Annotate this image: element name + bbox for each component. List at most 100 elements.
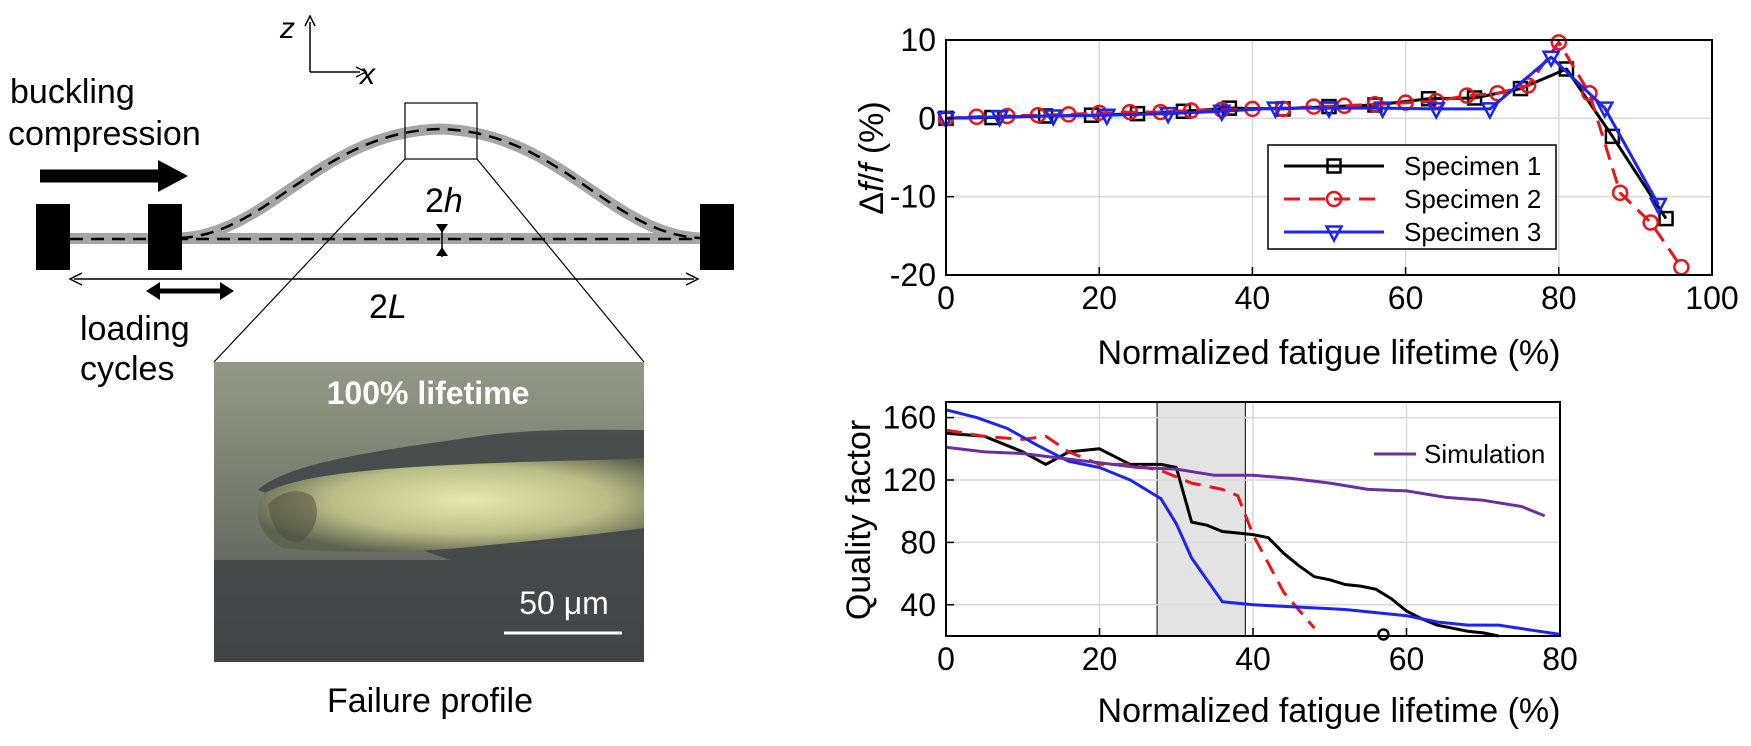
buckling-label-line1: buckling bbox=[10, 73, 135, 111]
chart1-xtick-label: 100 bbox=[1685, 280, 1738, 316]
zoom-box bbox=[404, 102, 478, 160]
chart1-xtick-label: 20 bbox=[1081, 280, 1117, 316]
chart1-ytick-label: 10 bbox=[900, 22, 936, 58]
chart1-ylabel-unit: (%) bbox=[853, 101, 891, 163]
chart1-legend-marker-3 bbox=[1324, 225, 1344, 244]
chart1-legend-marker-1 bbox=[1326, 158, 1342, 174]
chart1-series-1-point bbox=[1658, 210, 1674, 227]
quality-factor-chart: 0 20 40 60 80 160 120 80 40 Quality factor Norma… bbox=[840, 400, 1578, 730]
chart1-ytick-label: -10 bbox=[890, 179, 936, 215]
right-clamp bbox=[700, 204, 734, 270]
chart1-series-3-point bbox=[1648, 197, 1668, 216]
left-outer-clamp bbox=[36, 204, 70, 270]
chart1-series-3-point bbox=[1319, 101, 1339, 120]
chart2-series-2-line bbox=[945, 428, 1316, 630]
micrograph-overlay-label: 100% lifetime bbox=[327, 375, 530, 411]
schematic: z x buckling compression 2h 2L bbox=[8, 12, 734, 720]
chart2-xtick-label: 40 bbox=[1235, 641, 1271, 677]
loading-arrow-right-icon bbox=[220, 282, 234, 300]
chart1-series-2-point bbox=[1489, 85, 1506, 102]
span-label-num: 2 bbox=[369, 288, 388, 326]
chart1-series-3-point bbox=[1097, 108, 1117, 127]
axis-z-label: z bbox=[279, 12, 295, 45]
x-arrowhead-icon bbox=[355, 66, 368, 78]
chart1-frame bbox=[945, 39, 1713, 276]
micrograph-fracture bbox=[257, 458, 644, 552]
height-label: 2h bbox=[425, 182, 463, 220]
chart1-series-2-line bbox=[945, 40, 1683, 269]
chart2-xtick-label: 80 bbox=[1542, 641, 1578, 677]
chart1-series-3-point bbox=[990, 110, 1010, 128]
chart1-series-2-point bbox=[1458, 87, 1476, 104]
span-label: 2L bbox=[369, 288, 407, 326]
buckling-label-line2: compression bbox=[8, 115, 201, 153]
chart2-legend-label: Simulation bbox=[1424, 439, 1545, 469]
chart2-xtick-label: 20 bbox=[1082, 641, 1118, 677]
chart2-xlabel: Normalized fatigue lifetime (%) bbox=[1098, 692, 1561, 730]
loading-label-line1: loading bbox=[80, 310, 190, 348]
chart1-xtick-label: 60 bbox=[1388, 280, 1424, 316]
chart1-series-3-point bbox=[1480, 102, 1500, 121]
chart2-ytick-label: 160 bbox=[883, 400, 936, 436]
chart1-series-2-point bbox=[1152, 103, 1169, 121]
chart1-series bbox=[936, 34, 1690, 276]
span-label-var: L bbox=[388, 288, 407, 326]
chart1-ytick-label: 0 bbox=[918, 100, 936, 136]
chart2-legend: Simulation bbox=[1374, 439, 1545, 469]
chart1-series-2-point bbox=[1090, 104, 1108, 122]
chart1-ylabel-slash: / bbox=[853, 173, 891, 183]
loading-label-line2: cycles bbox=[80, 350, 174, 388]
chart1-ylabel-delta: Δ bbox=[853, 192, 891, 215]
chart2-ytick-label: 80 bbox=[900, 524, 936, 560]
buckled-beam-centerline bbox=[179, 127, 701, 240]
chart1-legend-label-1: Specimen 1 bbox=[1404, 151, 1541, 181]
height-label-num: 2 bbox=[425, 182, 444, 220]
left-inner-clamp bbox=[148, 204, 182, 270]
chart1-series-2-point bbox=[1305, 98, 1322, 115]
chart2-ytick-label: 120 bbox=[883, 462, 936, 498]
buckling-arrowhead-icon bbox=[158, 160, 188, 192]
chart1-ytick-label: -20 bbox=[890, 257, 936, 293]
chart1-series-3-point bbox=[1426, 102, 1446, 121]
chart1-legend-label-2: Specimen 2 bbox=[1404, 184, 1541, 214]
axis-x-label: x bbox=[358, 58, 376, 91]
chart1-series-2-point bbox=[1182, 102, 1200, 119]
chart1-series-3-point bbox=[1265, 101, 1285, 120]
chart2-series-4-line bbox=[945, 445, 1546, 518]
chart1-xtick-label: 0 bbox=[937, 280, 955, 316]
chart1-ylabel: Δf/f (%) bbox=[853, 101, 891, 214]
chart1-series-1-point bbox=[1558, 61, 1575, 77]
z-arrowhead-icon bbox=[304, 14, 316, 27]
chart1-legend-marker-2 bbox=[1325, 190, 1343, 208]
chart2-xtick-label: 60 bbox=[1389, 641, 1425, 677]
span-arrow-right-icon bbox=[685, 272, 700, 286]
chart1-series-2-point bbox=[1336, 97, 1353, 115]
zoom-line-right bbox=[476, 158, 645, 363]
chart1-series-2-point bbox=[1642, 214, 1659, 231]
chart2-shaded-region bbox=[1156, 401, 1246, 637]
chart2-ylabel: Quality factor bbox=[840, 420, 878, 620]
span-arrow-left-icon bbox=[68, 272, 83, 286]
chart1-series-2-point bbox=[1611, 184, 1629, 201]
chart1-series-2-point bbox=[1581, 85, 1598, 102]
chart2-series-3-line bbox=[945, 408, 1561, 636]
loading-arrow-left-icon bbox=[146, 282, 160, 300]
chart1-xtick-label: 40 bbox=[1235, 280, 1271, 316]
micrograph-debris bbox=[268, 491, 317, 543]
chart2-ytick-label: 40 bbox=[900, 587, 936, 623]
chart1-series-3-point bbox=[1043, 109, 1063, 128]
micrograph-caption: Failure profile bbox=[327, 682, 533, 720]
chart1-series-2-point bbox=[1121, 103, 1139, 121]
chart1-series-2-point bbox=[1673, 258, 1690, 276]
chart2-marker-point bbox=[1377, 628, 1390, 641]
chart2-ticks: 0 20 40 60 80 160 120 80 40 bbox=[883, 400, 1578, 677]
chart2-xtick-label: 0 bbox=[937, 641, 955, 677]
chart2-series bbox=[945, 408, 1561, 641]
chart1-series-2-point bbox=[1366, 95, 1384, 113]
chart1-series-2-point bbox=[1550, 34, 1568, 51]
height-label-var: h bbox=[444, 182, 463, 220]
chart1-series-3-line bbox=[945, 55, 1660, 206]
